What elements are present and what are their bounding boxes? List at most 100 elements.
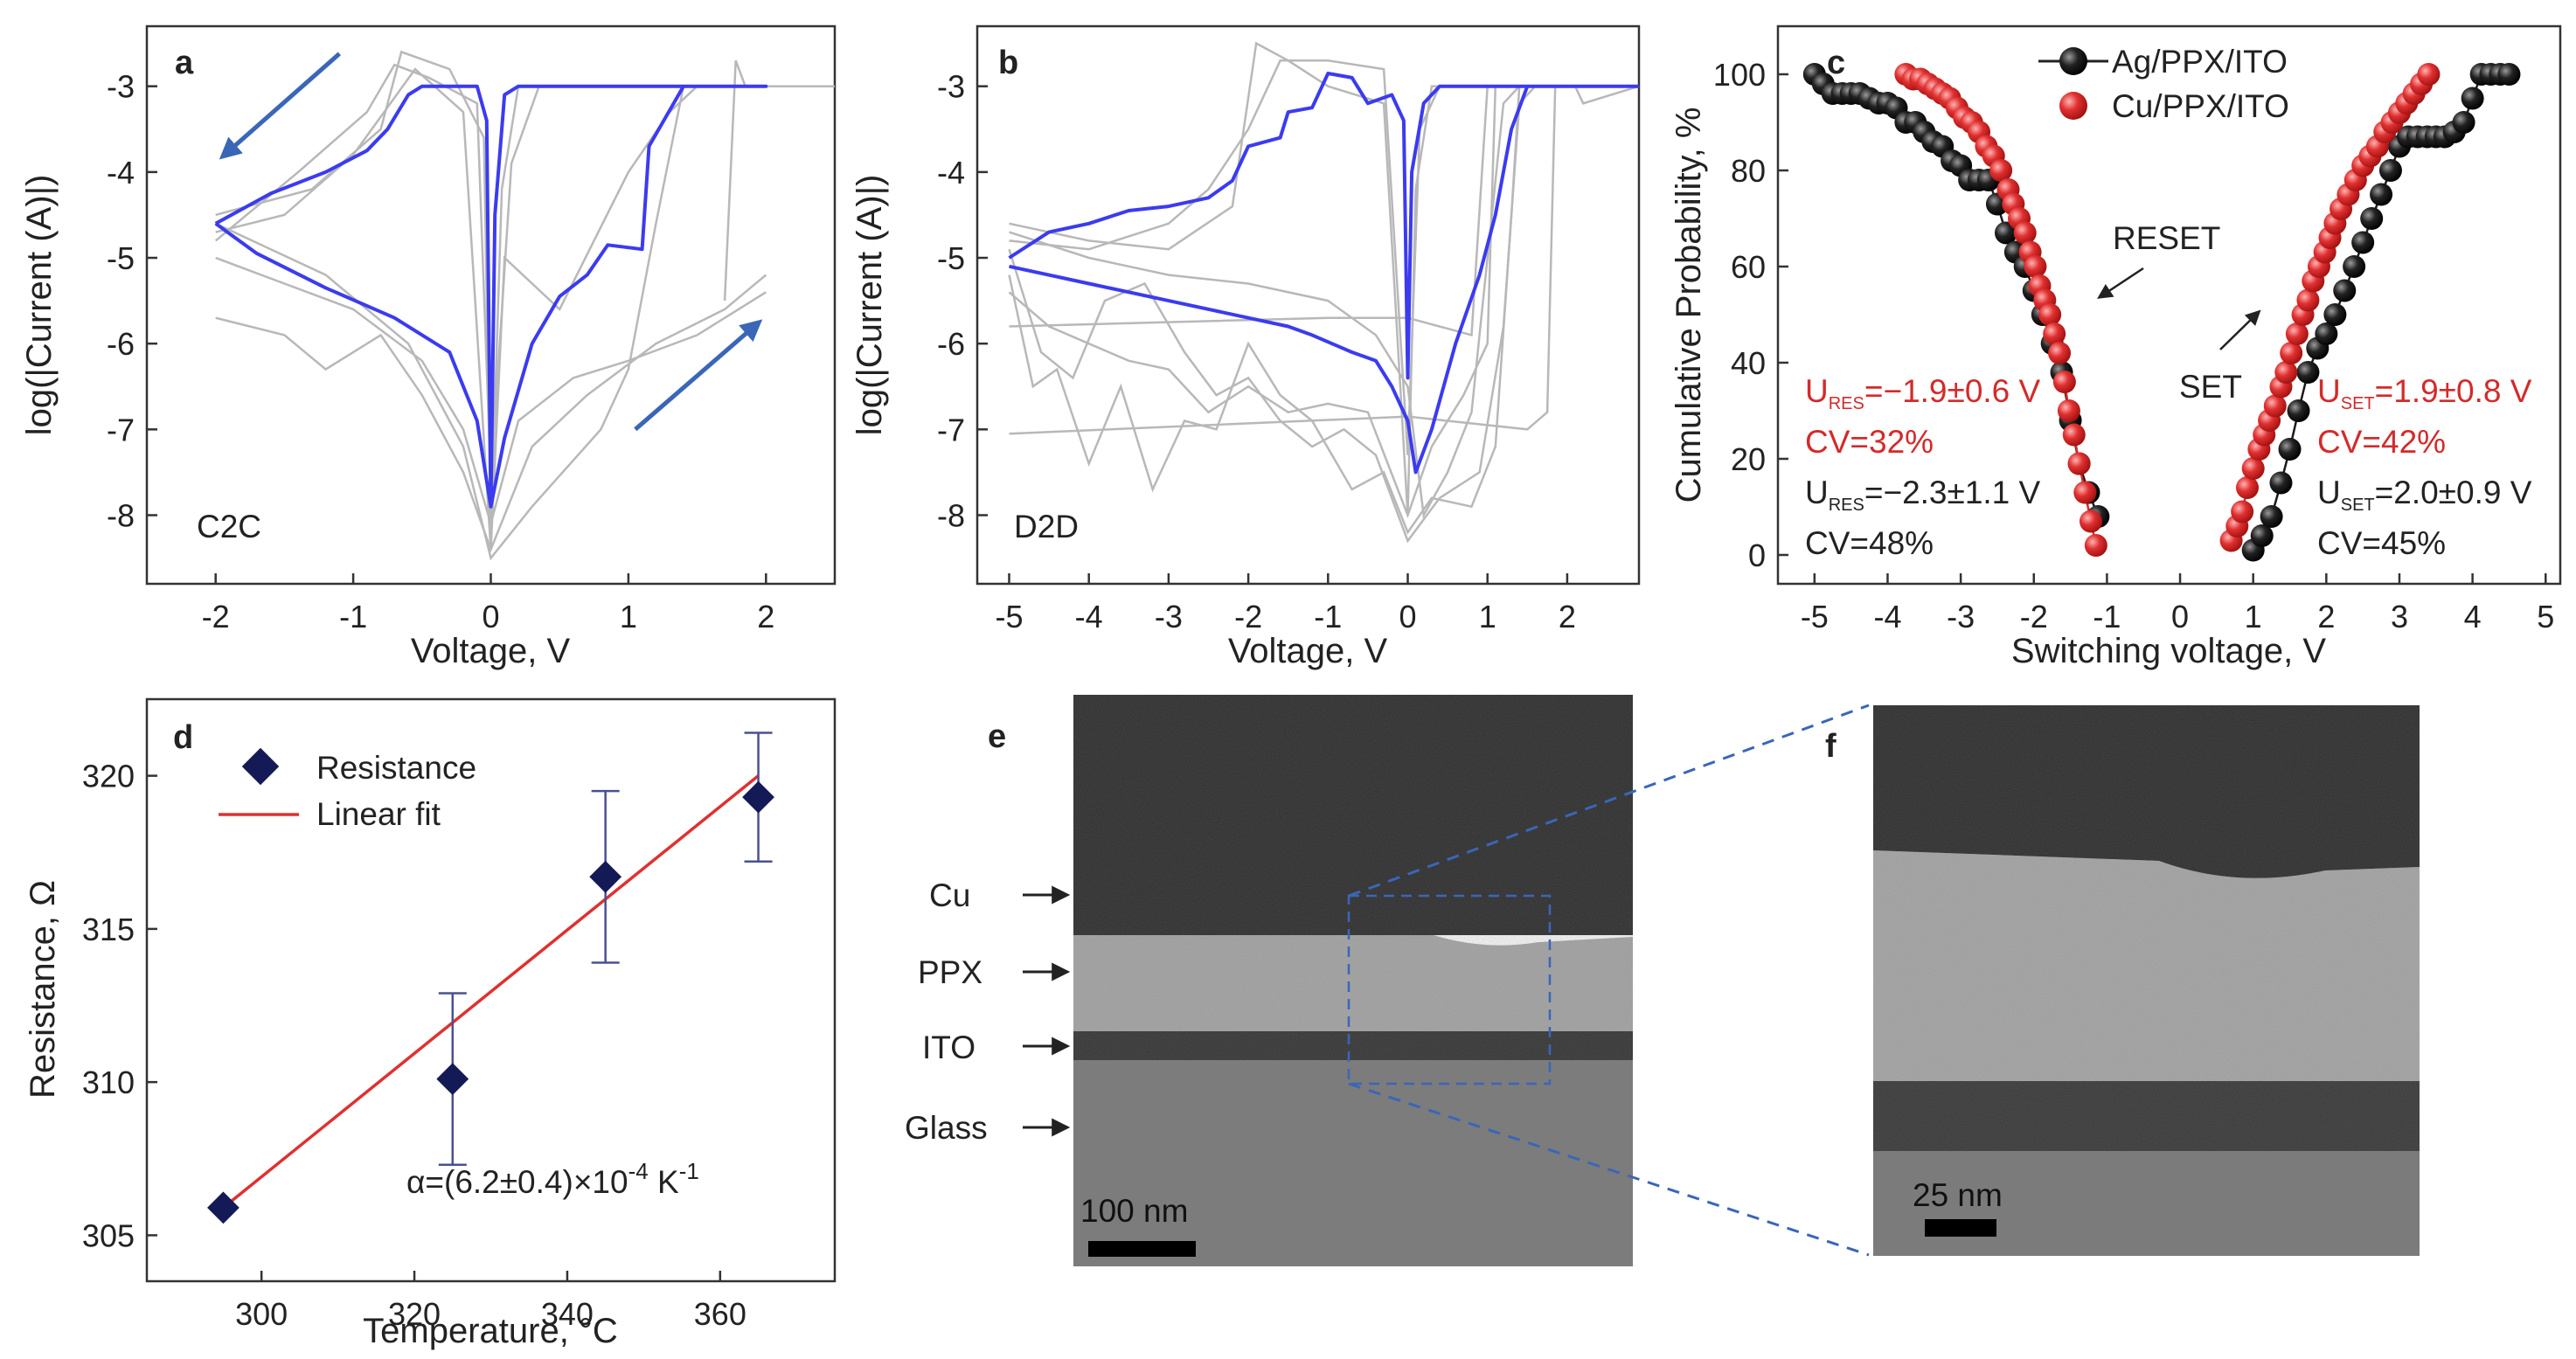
panel-e-label: e [988, 718, 1006, 755]
resistance-point [742, 780, 774, 814]
tem-f-texture [1873, 705, 2420, 1256]
legend-ag-label: Ag/PPX/ITO [2112, 44, 2288, 80]
set-label: SET [2179, 369, 2242, 405]
data-point [2452, 111, 2475, 134]
panel-b-background-curves [1008, 41, 1640, 544]
panel-c: -5 -4 -3 -2 -1 0 1 2 3 4 5 0 20 40 60 80 100 c Switchin… [1670, 24, 2562, 670]
panel-d: 300 320 340 360 305 310 315 320 d Resistance L… [24, 697, 837, 1350]
background-curve [215, 50, 835, 533]
legend-resistance-marker [241, 747, 280, 786]
panel-c-y-ticks: 0 20 40 60 80 100 [1713, 57, 1788, 573]
x-tick-label: -2 [1234, 599, 1262, 634]
data-point [2280, 342, 2303, 364]
data-point [2241, 457, 2265, 480]
x-tick-label: 0 [2171, 599, 2189, 634]
panel-e: e Cu PPX ITO Glass 100 nm [905, 695, 1633, 1266]
data-point [2274, 361, 2298, 384]
y-tick-label: -8 [107, 497, 135, 533]
set-stats: USET=1.9±0.8 V CV=42% USET=2.0±0.9 V CV=… [2317, 373, 2532, 561]
highlight-curve [1009, 86, 1530, 475]
panel-a-y-ticks: -3 -4 -5 -6 -7 -8 [107, 69, 157, 533]
fit-line [222, 774, 760, 1210]
cu-set-cv: CV=42% [2317, 424, 2446, 460]
data-point [2084, 534, 2107, 557]
x-tick-label: 5 [2537, 599, 2554, 634]
cu-set-stat: USET=1.9±0.8 V [2317, 373, 2532, 413]
y-tick-label: 100 [1713, 57, 1766, 93]
zoom-box [1347, 894, 1552, 1085]
y-tick-label: 0 [1748, 537, 1766, 573]
y-tick-label: 20 [1731, 441, 1766, 477]
x-tick-label: -1 [339, 599, 367, 634]
background-curve [1009, 41, 1639, 516]
x-tick-label: -1 [1314, 599, 1342, 634]
background-curve [215, 274, 767, 553]
y-tick-label: 60 [1731, 249, 1766, 285]
panel-d-xlabel: Temperature, °C [363, 1312, 618, 1350]
data-point [2315, 322, 2338, 345]
panel-c-label: c [1827, 45, 1845, 81]
x-tick-label: 360 [694, 1296, 746, 1332]
data-point [2461, 87, 2484, 110]
legend-resistance-label: Resistance [316, 750, 476, 786]
panel-c-xlabel: Switching voltage, V [2011, 632, 2327, 670]
panel-b-label: b [998, 45, 1018, 81]
panel-d-y-ticks: 305 310 315 320 [82, 759, 157, 1253]
data-point [2052, 371, 2076, 393]
cu-reset-cv: CV=32% [1805, 424, 1934, 460]
background-curve [1009, 59, 1528, 455]
panel-d-legend: Resistance Linear fit [219, 747, 476, 832]
x-tick-label: -1 [2093, 599, 2121, 634]
data-point [2343, 255, 2366, 278]
y-tick-label: -4 [937, 155, 965, 191]
data-point [2013, 221, 2037, 245]
data-point [2062, 423, 2086, 447]
data-point [2080, 510, 2102, 533]
data-point [2048, 342, 2072, 364]
cu-reset-stat: URES=−1.9±0.6 V [1805, 373, 2041, 413]
data-point [2323, 303, 2347, 326]
data-point [2287, 399, 2310, 422]
data-point [2497, 63, 2521, 86]
data-point [2260, 505, 2283, 528]
panel-a-xlabel: Voltage, V [411, 632, 571, 670]
panel-c-series-points [1802, 63, 2521, 562]
panel-d-frame [145, 697, 837, 1283]
legend-fit-label: Linear fit [316, 796, 441, 832]
panel-c-x-ticks: -5 -4 -3 -2 -1 0 1 2 3 4 5 [1801, 573, 2554, 634]
sweep-arrow [634, 319, 763, 432]
x-tick-label: 1 [2245, 599, 2262, 634]
x-tick-label: 1 [620, 599, 637, 634]
resistance-point [436, 1063, 469, 1096]
y-tick-label: -7 [937, 412, 965, 447]
background-curve [215, 86, 685, 561]
data-point [2285, 322, 2309, 345]
panel-d-label: d [173, 719, 193, 756]
panel-a-x-ticks: -2 -1 0 1 2 [202, 573, 774, 634]
background-curve [1009, 85, 1640, 435]
data-point [2378, 159, 2402, 182]
data-point [2024, 255, 2047, 278]
y-tick-label: -3 [107, 69, 135, 105]
background-curve [215, 67, 698, 550]
data-point [2067, 452, 2091, 475]
panel-f-label: f [1825, 728, 1837, 765]
x-tick-label: -5 [995, 599, 1023, 634]
x-tick-label: -2 [2020, 599, 2048, 634]
x-tick-label: 4 [2464, 599, 2482, 634]
tem-e-scale-bar [1088, 1241, 1196, 1257]
panel-a-arrows [219, 52, 763, 432]
x-tick-label: -4 [1075, 599, 1103, 634]
resistance-point [207, 1191, 240, 1224]
sweep-arrow [219, 52, 342, 160]
background-curve [1009, 85, 1521, 519]
y-tick-label: -4 [107, 155, 135, 191]
y-tick-label: 310 [82, 1064, 135, 1100]
panel-d-x-ticks: 300 320 340 360 [235, 1271, 746, 1332]
legend-cu-marker [2059, 92, 2087, 120]
ag-reset-cv: CV=48% [1805, 525, 1934, 561]
reset-label: RESET [2113, 220, 2220, 256]
data-point [2296, 288, 2320, 312]
data-point [2370, 183, 2393, 206]
